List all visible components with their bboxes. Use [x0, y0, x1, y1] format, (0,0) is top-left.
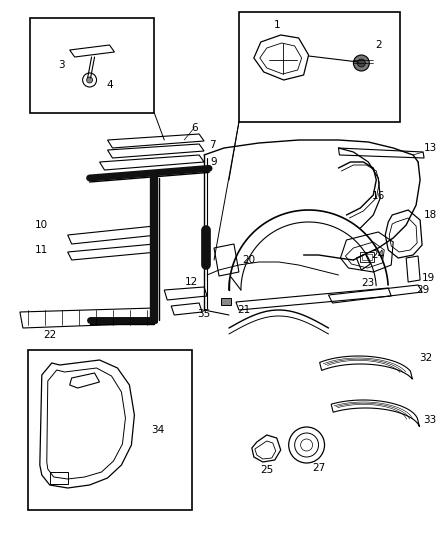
- Circle shape: [353, 55, 369, 71]
- Text: 23: 23: [362, 278, 375, 288]
- Text: 4: 4: [106, 80, 113, 90]
- Bar: [360, 252, 374, 262]
- Text: 7: 7: [209, 140, 215, 150]
- Text: 29: 29: [417, 285, 430, 295]
- Bar: [50, 472, 68, 484]
- Text: 12: 12: [184, 277, 198, 287]
- Text: 10: 10: [35, 220, 48, 230]
- Text: 11: 11: [35, 245, 49, 255]
- Text: 27: 27: [312, 463, 325, 473]
- Text: 2: 2: [375, 40, 381, 50]
- Circle shape: [357, 59, 365, 67]
- Text: 18: 18: [424, 210, 437, 220]
- Bar: [221, 298, 231, 305]
- Text: 21: 21: [237, 305, 251, 315]
- Text: 32: 32: [420, 353, 433, 363]
- Text: 34: 34: [151, 425, 164, 435]
- Text: 35: 35: [198, 309, 211, 319]
- Bar: [30, 18, 154, 113]
- Text: 6: 6: [191, 123, 198, 133]
- Text: 24: 24: [372, 250, 385, 260]
- Circle shape: [87, 77, 92, 83]
- Text: 3: 3: [58, 60, 65, 70]
- Bar: [362, 254, 372, 260]
- Text: 25: 25: [260, 465, 273, 475]
- Text: 16: 16: [372, 191, 385, 201]
- Text: 13: 13: [424, 143, 437, 153]
- Text: 20: 20: [242, 255, 255, 265]
- Text: 19: 19: [421, 273, 434, 283]
- Text: 1: 1: [273, 20, 280, 30]
- Text: 22: 22: [43, 330, 57, 340]
- Bar: [28, 350, 192, 510]
- Text: 33: 33: [424, 415, 437, 425]
- Bar: [239, 12, 400, 122]
- Text: 9: 9: [211, 157, 217, 167]
